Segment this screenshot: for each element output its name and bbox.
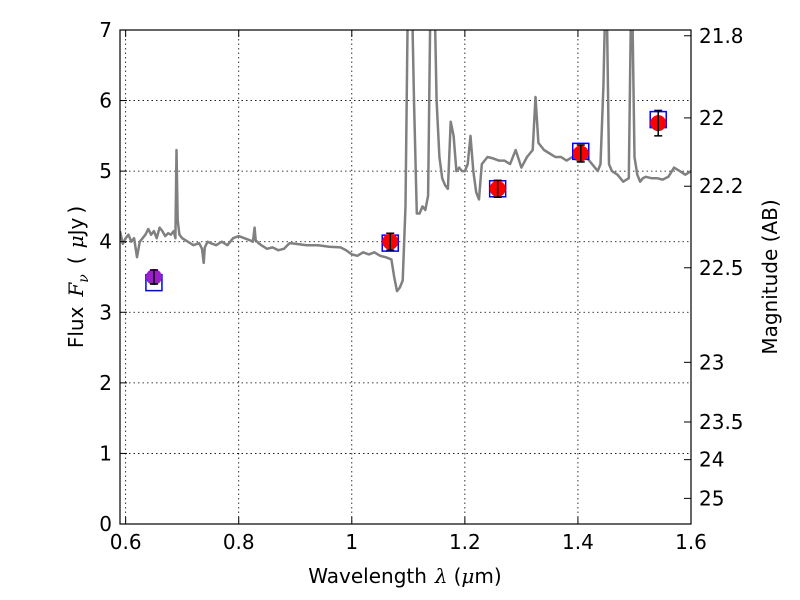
y-tick-label: 3	[99, 300, 112, 324]
x-tick-label: 1	[345, 530, 358, 554]
y-tick-label: 1	[99, 441, 112, 465]
y-tick-label: 7	[99, 18, 112, 42]
y-tick-label: 4	[99, 230, 112, 254]
spectrum-series	[120, 30, 691, 293]
x-tick-label: 1.6	[675, 530, 707, 554]
photometry-points	[145, 109, 667, 292]
magnitude-tick-label: 22.2	[699, 174, 744, 198]
y-tick-label: 0	[99, 512, 112, 536]
plot-frame	[119, 29, 692, 525]
magnitude-tick-label: 22.5	[699, 256, 744, 280]
y-axis-ticks: 0 1 2 3 4 5 6 7	[99, 18, 127, 536]
x-tick-label: 0.6	[110, 530, 142, 554]
y-tick-label: 5	[99, 159, 112, 183]
x-tick-label: 0.8	[223, 530, 255, 554]
magnitude-tick-label: 24	[699, 448, 724, 472]
spectrum-line	[120, 30, 691, 293]
magnitude-axis-ticks: 21.8 22 22.2 22.5 23 23.5 24 25	[684, 24, 744, 510]
magnitude-tick-label: 25	[699, 486, 724, 510]
y-tick-label: 6	[99, 89, 112, 113]
x-tick-label: 1.4	[562, 530, 594, 554]
magnitude-tick-label: 22	[699, 106, 724, 130]
magnitude-tick-label: 23.5	[699, 410, 744, 434]
magnitude-tick-label: 21.8	[699, 24, 744, 48]
x-tick-label: 1.2	[449, 530, 481, 554]
y-axis-label: FluxFν(μJy)	[64, 206, 92, 348]
y-tick-label: 2	[99, 371, 112, 395]
x-axis-label: Wavelength λ (μm)	[308, 564, 501, 588]
magnitude-axis-label: Magnitude (AB)	[758, 199, 782, 354]
x-axis-ticks: 0.6 0.8 1 1.2 1.4 1.6	[110, 30, 707, 554]
magnitude-tick-label: 23	[699, 350, 724, 374]
